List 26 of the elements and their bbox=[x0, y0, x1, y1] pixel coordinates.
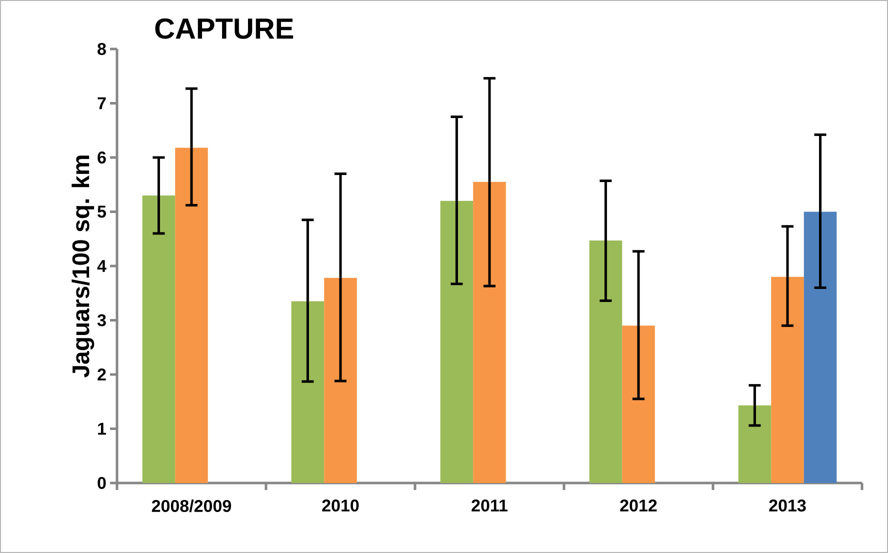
bar bbox=[771, 276, 804, 483]
y-axis-title: Jaguars/100 sq. km bbox=[72, 156, 94, 378]
x-tick-label: 2011 bbox=[472, 500, 508, 512]
bar bbox=[440, 200, 474, 483]
y-tick-label: 5 bbox=[98, 206, 106, 218]
bar bbox=[175, 148, 208, 483]
y-tick-label: 4 bbox=[97, 260, 106, 272]
y-tick-label: 8 bbox=[98, 42, 106, 56]
y-tick-label: 2 bbox=[98, 368, 106, 380]
bar bbox=[738, 405, 772, 483]
y-tick-label: 3 bbox=[97, 314, 106, 326]
x-tick-label: 2010 bbox=[322, 500, 359, 512]
x-tick-label: 2013 bbox=[769, 500, 806, 512]
bar bbox=[142, 195, 176, 483]
y-tick-label: 1 bbox=[98, 422, 106, 435]
bar bbox=[473, 182, 506, 483]
y-tick-label: 7 bbox=[98, 97, 106, 110]
x-tick-label: 2012 bbox=[620, 500, 657, 512]
chart-title: CAPTURE bbox=[155, 18, 294, 39]
bar bbox=[804, 212, 837, 483]
x-tick-label: 2008/2009 bbox=[152, 500, 232, 512]
bar bbox=[622, 326, 655, 483]
y-tick-label: 0 bbox=[98, 476, 106, 490]
bar bbox=[291, 301, 324, 483]
y-tick-label: 6 bbox=[98, 151, 106, 164]
bar bbox=[589, 240, 622, 483]
